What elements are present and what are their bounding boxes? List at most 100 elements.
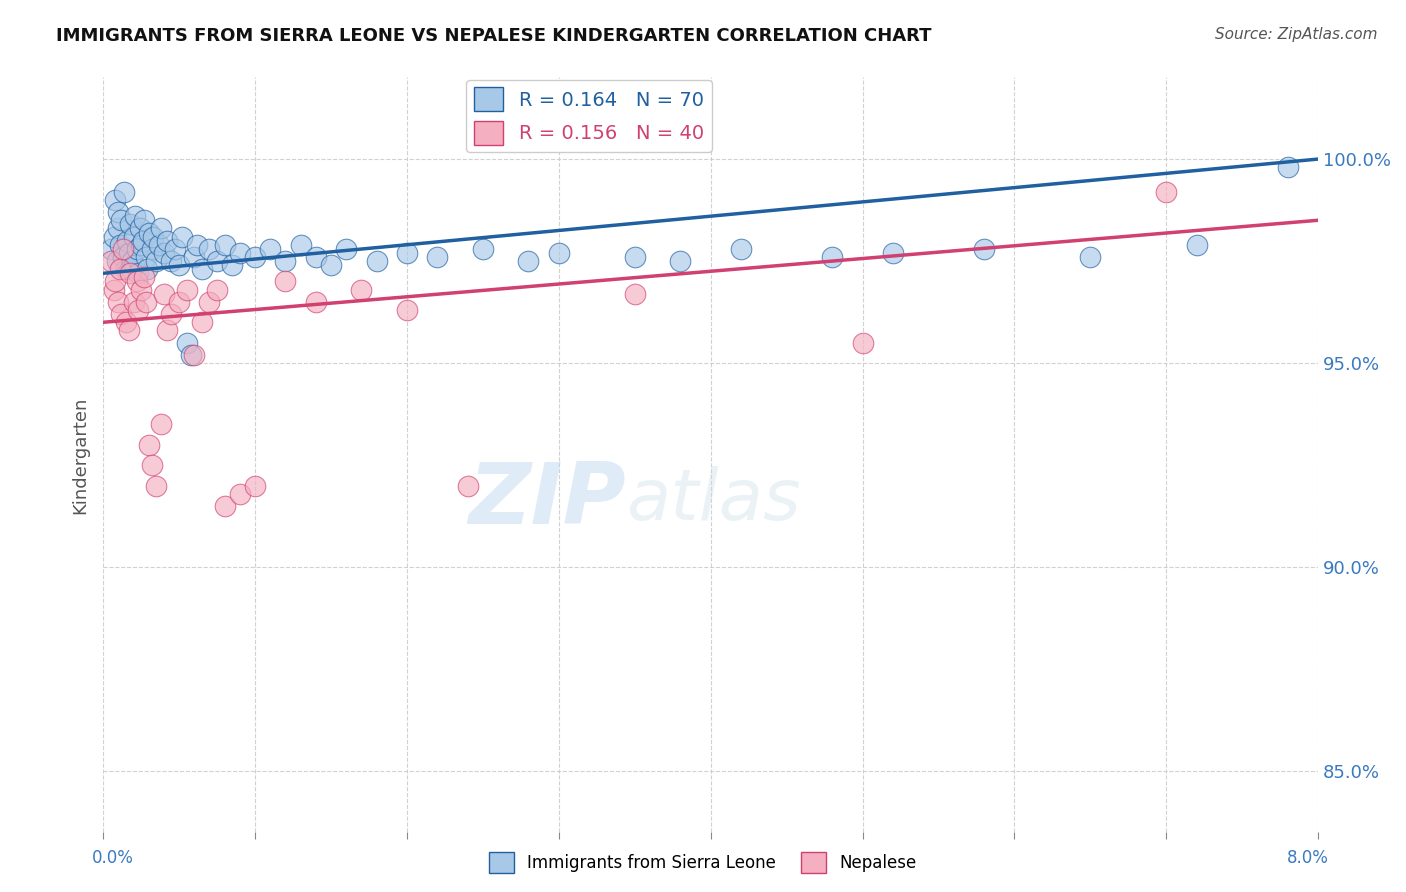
Point bbox=[205, 283, 228, 297]
Text: ZIP: ZIP bbox=[468, 458, 626, 541]
Point bbox=[153, 286, 176, 301]
Point bbox=[395, 303, 418, 318]
Point bbox=[100, 242, 122, 256]
Point bbox=[122, 229, 145, 244]
Point bbox=[153, 246, 176, 260]
Point bbox=[149, 417, 172, 432]
Point bbox=[124, 209, 146, 223]
Point bbox=[156, 323, 179, 337]
Point bbox=[145, 478, 167, 492]
Point bbox=[115, 315, 138, 329]
Point bbox=[125, 242, 148, 256]
Point bbox=[107, 221, 129, 235]
Point bbox=[290, 237, 312, 252]
Point bbox=[129, 237, 152, 252]
Point bbox=[547, 246, 569, 260]
Point bbox=[125, 275, 148, 289]
Point bbox=[107, 294, 129, 309]
Point bbox=[131, 234, 153, 248]
Point bbox=[205, 254, 228, 268]
Point bbox=[305, 250, 328, 264]
Point bbox=[183, 348, 205, 362]
Point bbox=[134, 270, 156, 285]
Point bbox=[111, 250, 134, 264]
Point bbox=[120, 266, 142, 280]
Legend: R = 0.164   N = 70, R = 0.156   N = 40: R = 0.164 N = 70, R = 0.156 N = 40 bbox=[467, 79, 711, 153]
Point bbox=[134, 213, 156, 227]
Point bbox=[229, 246, 252, 260]
Point bbox=[183, 250, 205, 264]
Point bbox=[243, 250, 266, 264]
Point bbox=[108, 262, 131, 277]
Point bbox=[274, 254, 297, 268]
Point bbox=[118, 246, 141, 260]
Point bbox=[100, 254, 122, 268]
Point bbox=[110, 307, 132, 321]
Point bbox=[457, 478, 479, 492]
Point bbox=[623, 250, 645, 264]
Point bbox=[973, 242, 995, 256]
Point bbox=[471, 242, 494, 256]
Point bbox=[122, 258, 145, 272]
Point bbox=[149, 221, 172, 235]
Text: 8.0%: 8.0% bbox=[1286, 849, 1329, 867]
Point bbox=[1154, 185, 1177, 199]
Point bbox=[191, 315, 214, 329]
Point bbox=[136, 262, 159, 277]
Point bbox=[121, 254, 143, 268]
Point bbox=[221, 258, 243, 272]
Point bbox=[730, 242, 752, 256]
Point bbox=[120, 218, 142, 232]
Point bbox=[186, 237, 208, 252]
Point bbox=[108, 237, 131, 252]
Point bbox=[129, 283, 152, 297]
Point bbox=[104, 193, 127, 207]
Point bbox=[167, 258, 190, 272]
Point bbox=[107, 205, 129, 219]
Point bbox=[142, 229, 165, 244]
Point bbox=[115, 262, 138, 277]
Point bbox=[176, 283, 198, 297]
Point bbox=[163, 242, 186, 256]
Point bbox=[105, 254, 128, 268]
Point bbox=[198, 242, 221, 256]
Text: IMMIGRANTS FROM SIERRA LEONE VS NEPALESE KINDERGARTEN CORRELATION CHART: IMMIGRANTS FROM SIERRA LEONE VS NEPALESE… bbox=[56, 27, 932, 45]
Point bbox=[229, 486, 252, 500]
Point bbox=[623, 286, 645, 301]
Point bbox=[1185, 237, 1208, 252]
Point bbox=[305, 294, 328, 309]
Point bbox=[669, 254, 692, 268]
Point bbox=[103, 283, 125, 297]
Point bbox=[274, 275, 297, 289]
Point bbox=[191, 262, 214, 277]
Point bbox=[111, 242, 134, 256]
Point bbox=[319, 258, 342, 272]
Point bbox=[145, 254, 167, 268]
Point bbox=[350, 283, 373, 297]
Point bbox=[127, 266, 149, 280]
Point bbox=[167, 294, 190, 309]
Point bbox=[104, 275, 127, 289]
Point bbox=[180, 348, 202, 362]
Point bbox=[103, 229, 125, 244]
Text: 0.0%: 0.0% bbox=[91, 849, 134, 867]
Point bbox=[395, 246, 418, 260]
Point bbox=[214, 237, 236, 252]
Point bbox=[112, 185, 135, 199]
Point bbox=[110, 213, 132, 227]
Point bbox=[141, 458, 163, 472]
Point bbox=[141, 242, 163, 256]
Point bbox=[198, 294, 221, 309]
Point bbox=[135, 294, 157, 309]
Point bbox=[160, 254, 183, 268]
Point bbox=[335, 242, 357, 256]
Point bbox=[366, 254, 388, 268]
Point bbox=[135, 250, 157, 264]
Y-axis label: Kindergarten: Kindergarten bbox=[72, 396, 89, 514]
Point bbox=[243, 478, 266, 492]
Point bbox=[172, 229, 194, 244]
Point bbox=[118, 323, 141, 337]
Point bbox=[160, 307, 183, 321]
Point bbox=[122, 294, 145, 309]
Point bbox=[148, 237, 170, 252]
